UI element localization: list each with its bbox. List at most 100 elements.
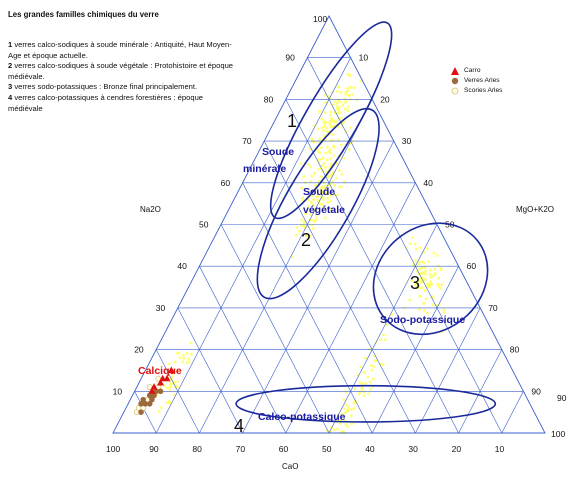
cloud-point <box>312 227 315 231</box>
cloud-point <box>173 360 177 364</box>
cloud-point <box>318 137 322 141</box>
cloud-point <box>307 205 310 208</box>
cloud-point <box>344 90 348 94</box>
cloud-point <box>429 280 433 284</box>
cloud-point <box>418 260 422 264</box>
tick-label-na2o: 60 <box>221 178 231 188</box>
cloud-point <box>415 286 419 289</box>
cloud-point <box>313 171 317 175</box>
cloud-point <box>416 279 420 283</box>
cloud-point <box>336 84 340 88</box>
cloud-point <box>323 165 327 169</box>
cloud-point <box>176 385 180 389</box>
cloud-point <box>420 281 423 285</box>
cloud-point <box>346 405 350 408</box>
cloud-point <box>413 242 417 246</box>
cloud-point <box>358 381 362 384</box>
cloud-point <box>437 284 441 288</box>
cloud-point <box>430 282 434 286</box>
cloud-point <box>418 294 422 298</box>
cloud-point <box>309 165 313 169</box>
cloud-point <box>422 302 425 306</box>
cloud-point <box>338 415 342 419</box>
cloud-point <box>333 414 337 417</box>
point-carro <box>150 383 158 390</box>
triangle-marker-icon <box>450 67 460 75</box>
cloud-point <box>328 148 332 152</box>
tick-label-mgo: 40 <box>423 178 433 188</box>
cloud-point <box>323 122 327 126</box>
region-name-2b: végétale <box>303 204 345 216</box>
cloud-point <box>322 129 325 133</box>
cloud-point <box>303 221 306 225</box>
tick-label-mgo: 80 <box>510 345 520 355</box>
grid-line-mgo <box>415 307 481 434</box>
cloud-point <box>379 337 383 341</box>
cloud-point <box>310 223 314 227</box>
cloud-point <box>330 117 334 121</box>
cloud-point <box>178 369 182 373</box>
cloud-point <box>317 150 320 154</box>
cloud-point <box>352 406 356 410</box>
cloud-point <box>312 140 315 144</box>
cloud-point <box>314 218 318 222</box>
cloud-point <box>342 398 346 401</box>
cloud-point <box>349 86 353 89</box>
cloud-point <box>339 91 343 94</box>
tick-label-na2o: 90 <box>285 53 295 63</box>
cloud-point <box>314 184 317 187</box>
cloud-point <box>294 233 298 237</box>
tick-label-na2o: 20 <box>134 345 144 355</box>
cloud-point <box>323 111 327 114</box>
cloud-point <box>320 203 323 207</box>
cloud-point <box>167 399 171 403</box>
cloud-point <box>176 380 180 384</box>
cloud-point <box>349 414 353 418</box>
cloud-point <box>320 164 324 167</box>
cloud-point <box>424 297 428 301</box>
cloud-point <box>169 381 172 385</box>
cloud-point <box>351 93 354 96</box>
cloud-point <box>300 218 304 222</box>
grid-line-cao <box>220 224 330 434</box>
cloud-point <box>423 266 427 270</box>
cloud-point <box>436 282 440 286</box>
cloud-point <box>167 362 171 366</box>
region-ellipse-4 <box>235 384 497 423</box>
cloud-point <box>364 381 368 385</box>
cloud-point <box>344 423 348 426</box>
cloud-point <box>339 116 343 120</box>
cloud-point <box>298 229 301 233</box>
cloud-point <box>315 194 319 198</box>
cloud-point <box>329 208 333 211</box>
cloud-point <box>324 191 328 195</box>
cloud-point <box>346 409 350 412</box>
cloud-point <box>346 72 350 76</box>
cloud-point <box>344 100 348 104</box>
cloud-point <box>331 125 335 128</box>
family-4: 4 verres calco-potassiques à cendres for… <box>8 92 204 113</box>
cloud-point <box>327 175 330 179</box>
cloud-point <box>318 192 322 196</box>
region-name-4: Calco-potassique <box>258 411 346 423</box>
axis-label-na2o: Na2O <box>140 205 161 214</box>
point-verres-arles <box>157 388 164 395</box>
cloud-point <box>338 185 342 189</box>
legend-item-scories-arles: Scories Arles <box>450 86 502 96</box>
cloud-point <box>290 255 294 258</box>
cloud-point <box>344 390 348 394</box>
grid-line-mgo <box>371 266 459 434</box>
region-ellipse-2 <box>256 107 380 300</box>
cloud-point <box>309 201 313 204</box>
tick-label-right-corner: 100 <box>551 429 565 439</box>
cloud-point <box>357 392 361 396</box>
cloud-point <box>332 154 336 157</box>
cloud-point <box>422 309 426 312</box>
cloud-point <box>442 311 446 314</box>
region-number-4: 4 <box>234 416 244 436</box>
grid-line-mgo <box>328 224 438 434</box>
tick-label-cao: 40 <box>365 444 375 454</box>
legend-item-carro: Carro <box>450 66 502 76</box>
cloud-point <box>368 347 371 351</box>
cloud-point <box>372 365 376 368</box>
